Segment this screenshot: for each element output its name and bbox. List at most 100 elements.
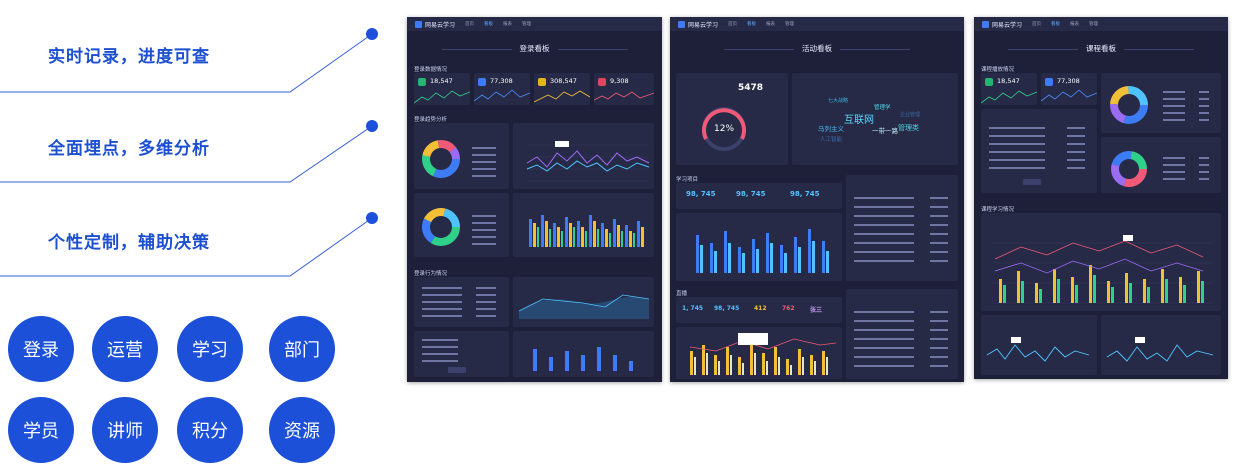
section-title: 直播 (676, 291, 688, 297)
gauge-chart (702, 107, 746, 151)
kpi-value: 412 (754, 305, 767, 312)
nav-item-active[interactable]: 看板 (1051, 22, 1061, 27)
module-points-button[interactable]: 积分 (177, 397, 243, 463)
feature-item: 全面埋点，多维分析 (0, 92, 380, 183)
donut-chart (1110, 86, 1209, 124)
word-cloud-item: 企业管理 (900, 112, 921, 118)
dashboard-topbar: 网易云学习 首页 看板 报表 管理 (974, 17, 1228, 31)
nav-item[interactable]: 报表 (766, 22, 776, 27)
module-login-button[interactable]: 登录 (8, 316, 74, 382)
nav-item[interactable]: 报表 (1070, 22, 1080, 27)
feature-item: 实时记录，进度可查 (0, 0, 380, 93)
app-logo: 网易云学习 (982, 20, 1022, 29)
kpi-value: 98, 745 (790, 190, 820, 198)
connector-line (0, 212, 378, 277)
list-panel (414, 277, 509, 327)
dashboard-title: 课程看板 (974, 43, 1228, 54)
stat-card: 9,308 (594, 73, 654, 105)
nav-item-active[interactable]: 看板 (484, 22, 494, 27)
nav-item[interactable]: 管理 (785, 22, 795, 27)
feature-label: 实时记录，进度可查 (48, 47, 210, 67)
kpi-value: 1, 745 (682, 305, 704, 312)
dashboard-title: 登录看板 (407, 43, 662, 54)
app-logo: 网易云学习 (678, 20, 718, 29)
ranking-panel (846, 289, 958, 379)
line-chart-panel (513, 123, 654, 189)
nav-item-active[interactable]: 看板 (747, 22, 757, 27)
section-title: 课程学习情况 (981, 207, 1015, 213)
connector-line (0, 28, 378, 93)
nav-item[interactable]: 首页 (728, 22, 738, 27)
dashboard-title: 活动看板 (670, 43, 964, 54)
login-dashboard-screenshot: 网易云学习 首页 看板 报表 管理 登录看板 登录数据情况 18,547 77,… (407, 17, 662, 382)
word-cloud-item: 人工智能 (820, 137, 843, 143)
kpi-value: 98, 745 (714, 305, 740, 312)
module-student-button[interactable]: 学员 (8, 397, 74, 463)
gauge-panel: 5478 12% (676, 73, 788, 165)
word-cloud-item: 一带一路 (872, 127, 898, 135)
combo-chart-panel (676, 327, 842, 379)
module-operation-button[interactable]: 运营 (92, 316, 158, 382)
word-cloud-item: 马列主义 (818, 125, 844, 133)
kpi-value: 张三 (810, 307, 823, 314)
donut-panel (1101, 137, 1221, 193)
kpi-value: 762 (782, 305, 795, 312)
bar-chart-panel (676, 213, 842, 281)
nav-item[interactable]: 报表 (503, 22, 513, 27)
bar-chart-panel (513, 331, 654, 377)
combo-chart (991, 235, 1213, 304)
module-lecturer-button[interactable]: 讲师 (92, 397, 158, 463)
stat-card: 308,547 (534, 73, 590, 105)
nav-item[interactable]: 管理 (1089, 22, 1099, 27)
word-cloud-item: 管理类 (898, 124, 919, 132)
app-logo: 网易云学习 (415, 20, 455, 29)
stat-card: 18,547 (981, 73, 1037, 105)
nav-item[interactable]: 首页 (465, 22, 475, 27)
module-resource-button[interactable]: 资源 (269, 397, 335, 463)
kpi-value: 98, 745 (736, 190, 766, 198)
connector-line (0, 120, 378, 183)
word-cloud-item: 管理学 (874, 105, 891, 111)
line-chart-panel (1101, 315, 1221, 375)
kpi-panel: 1, 745 98, 745 412 762 张三 (676, 297, 842, 323)
section-title: 登录趋势分析 (414, 117, 448, 123)
combo-chart-panel (981, 213, 1221, 311)
donut-chart (422, 140, 496, 178)
feature-label: 全面埋点，多维分析 (48, 139, 210, 159)
nav-item[interactable]: 首页 (1032, 22, 1042, 27)
activity-dashboard-screenshot: 网易云学习 首页 看板 报表 管理 活动看板 5478 12% 互联网 管理类 … (670, 17, 964, 382)
line-chart (526, 141, 650, 182)
course-dashboard-screenshot: 网易云学习 首页 看板 报表 管理 课程看板 课程播放情况 18,547 77,… (974, 17, 1228, 379)
feature-label: 个性定制，辅助决策 (48, 233, 210, 253)
dashboard-topbar: 网易云学习 首页 看板 报表 管理 (407, 17, 662, 31)
bar-chart (696, 229, 829, 273)
stat-card: 18,547 (414, 73, 470, 105)
word-cloud-item: 互联网 (844, 115, 874, 126)
area-chart-panel (513, 277, 654, 327)
section-title: 课程播放情况 (981, 67, 1015, 73)
stat-card: 77,308 (474, 73, 530, 105)
nav-item[interactable]: 管理 (522, 22, 532, 27)
donut-chart (1111, 151, 1209, 187)
ranking-panel (846, 175, 958, 281)
line-chart (986, 337, 1090, 362)
word-cloud-item: 七大战略 (828, 98, 849, 104)
kpi-value: 98, 745 (686, 190, 716, 198)
module-study-button[interactable]: 学习 (177, 316, 243, 382)
big-number: 5478 (738, 83, 764, 93)
feature-item: 个性定制，辅助决策 (0, 184, 380, 277)
ranking-panel (981, 109, 1097, 193)
donut-panel (1101, 73, 1221, 133)
kpi-panel: 98, 745 98, 745 98, 745 (676, 183, 842, 209)
combo-chart (689, 333, 837, 375)
gauge-percent: 12% (714, 124, 735, 134)
bar-chart (529, 215, 644, 247)
section-title: 登录行为情况 (414, 271, 448, 277)
list-panel (414, 331, 509, 377)
section-title: 学习项目 (676, 177, 699, 183)
module-department-button[interactable]: 部门 (269, 316, 335, 382)
section-title: 登录数据情况 (414, 67, 448, 73)
stat-card: 77,308 (1041, 73, 1097, 105)
dashboard-topbar: 网易云学习 首页 看板 报表 管理 (670, 17, 964, 31)
bar-chart-panel (513, 193, 654, 257)
